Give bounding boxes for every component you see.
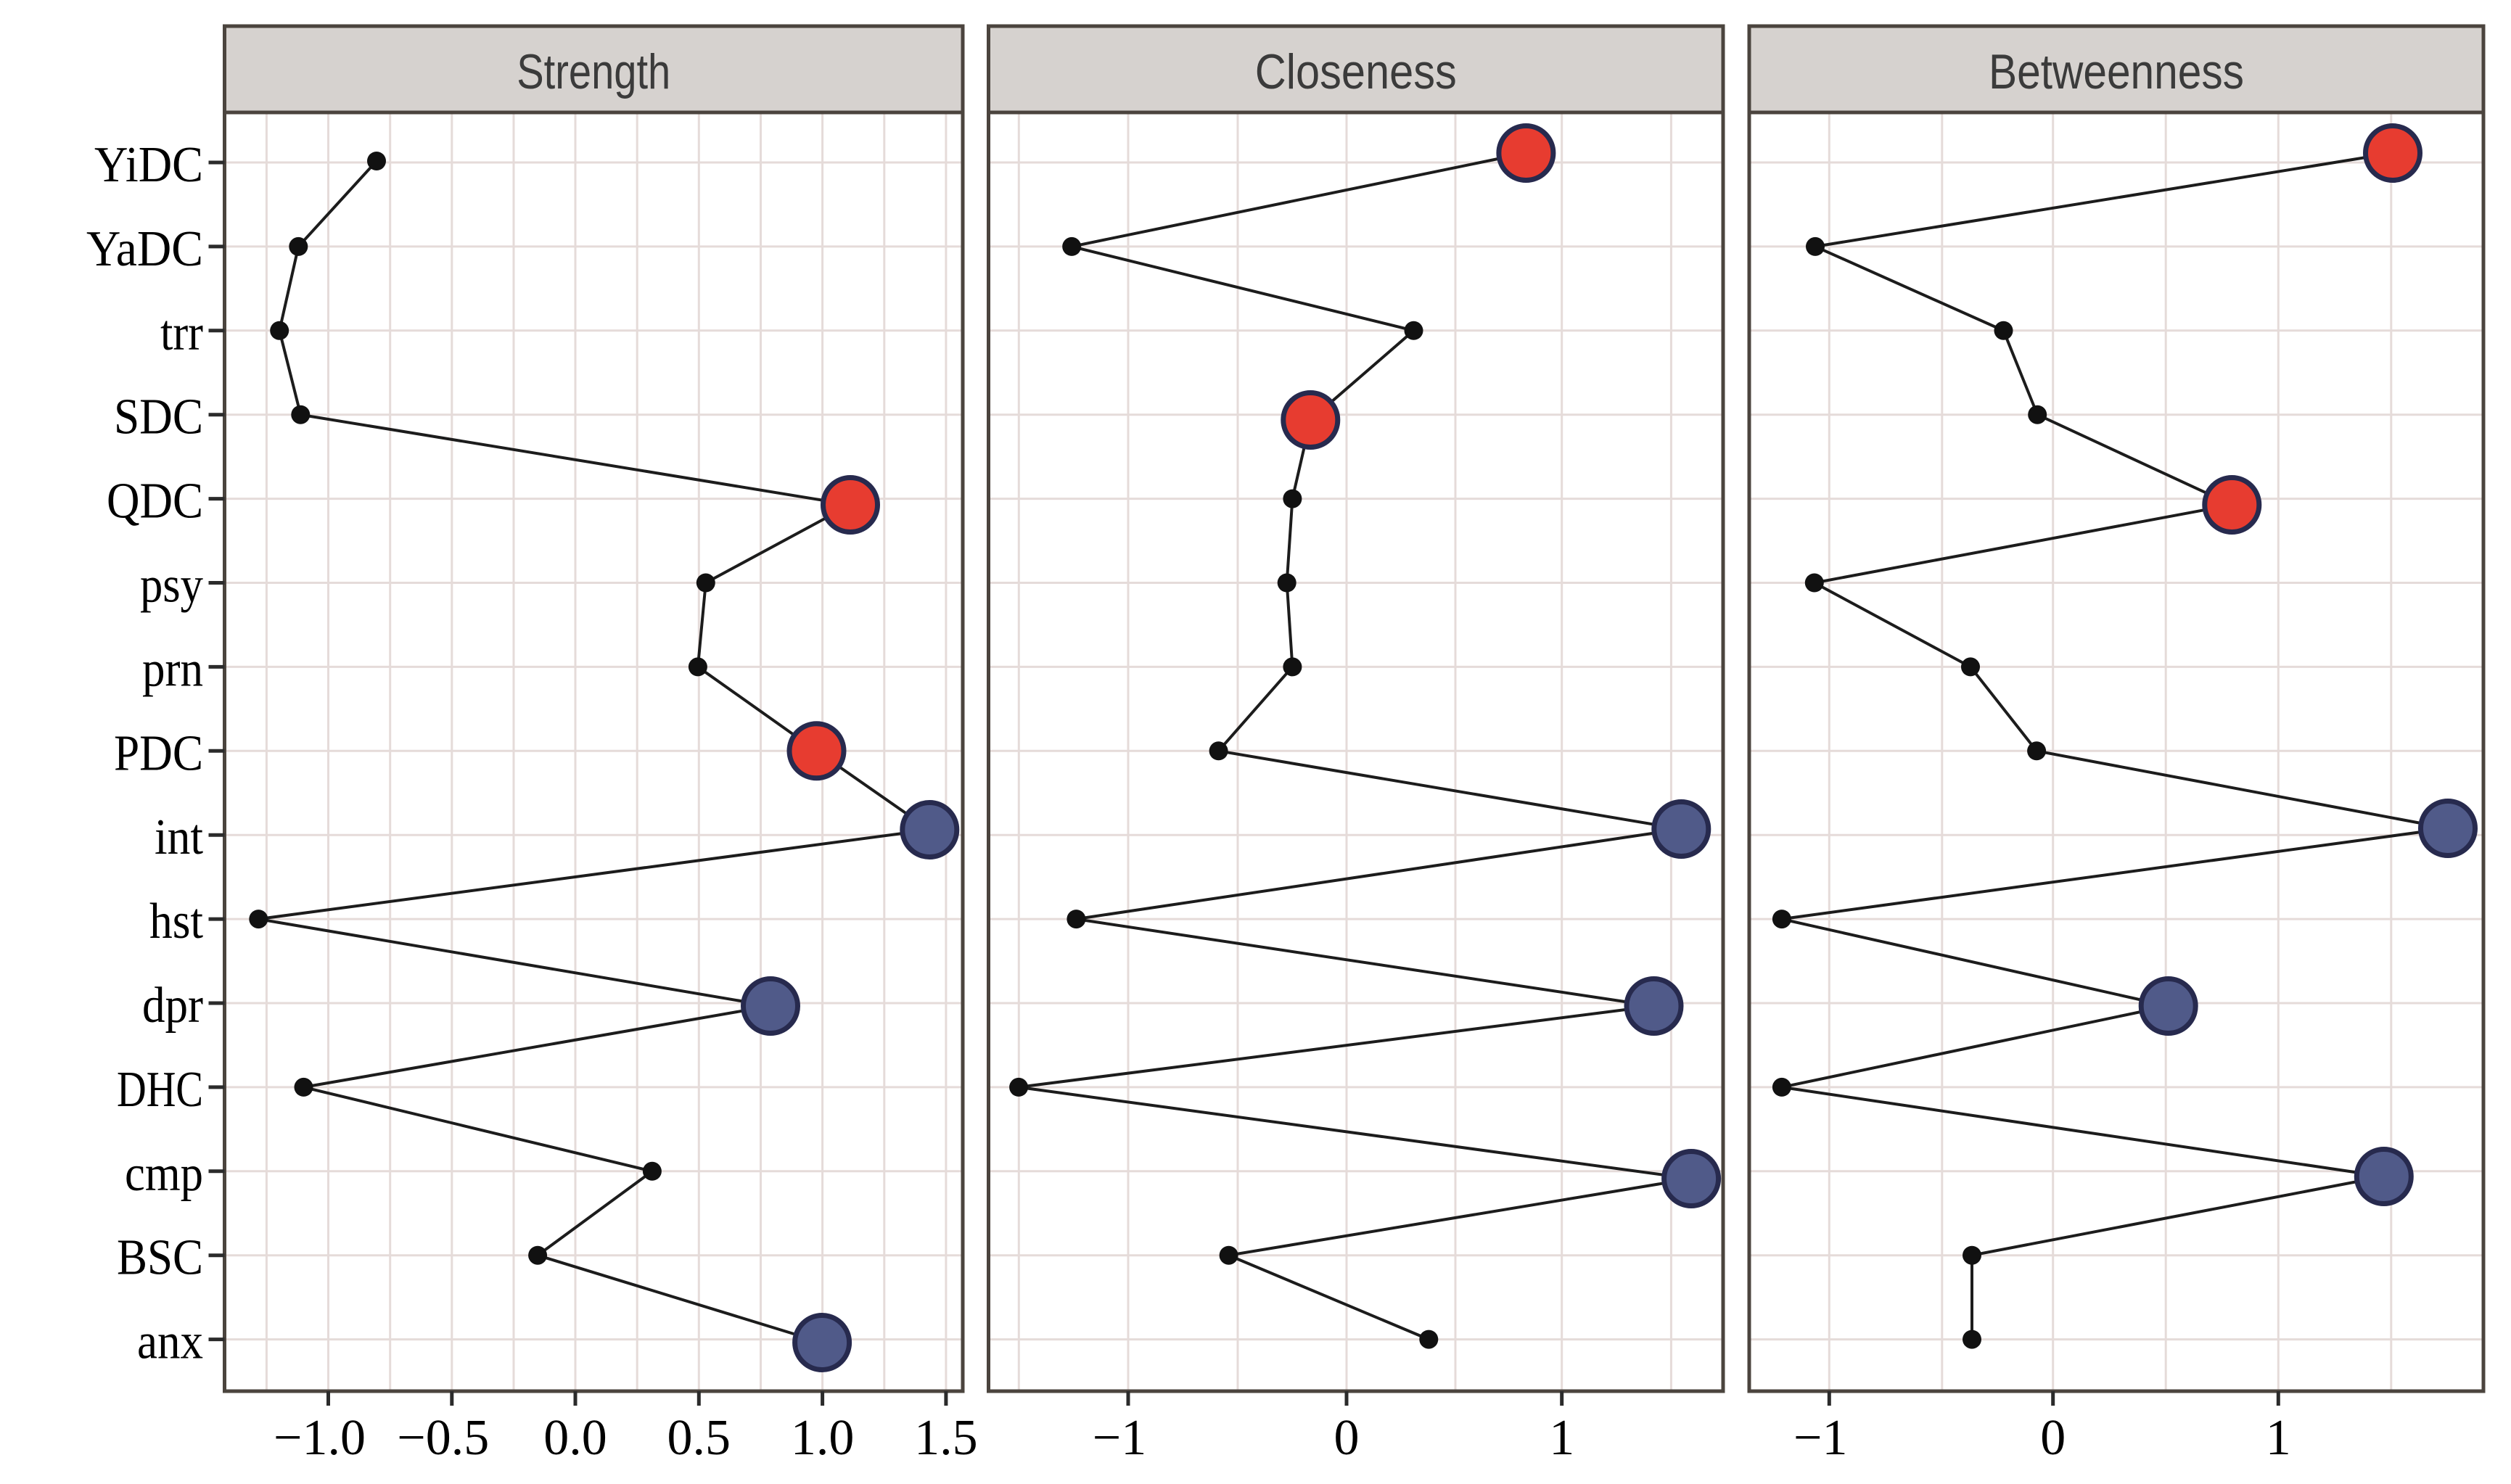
svg-text:0: 0 xyxy=(2040,1410,2066,1466)
svg-text:Strength: Strength xyxy=(517,45,670,99)
svg-text:1: 1 xyxy=(1549,1410,1574,1466)
svg-text:−1: −1 xyxy=(1093,1410,1146,1466)
svg-text:YaDC: YaDC xyxy=(86,221,203,277)
svg-text:prn: prn xyxy=(142,641,203,697)
svg-text:SDC: SDC xyxy=(114,389,203,445)
svg-text:Closeness: Closeness xyxy=(1255,45,1457,99)
svg-text:anx: anx xyxy=(137,1314,203,1370)
svg-text:trr: trr xyxy=(160,305,203,361)
svg-text:1.5: 1.5 xyxy=(914,1410,978,1466)
svg-text:DHC: DHC xyxy=(117,1062,203,1118)
svg-text:0.5: 0.5 xyxy=(667,1410,731,1466)
svg-text:PDC: PDC xyxy=(114,725,203,781)
svg-text:cmp: cmp xyxy=(125,1146,203,1202)
svg-text:1: 1 xyxy=(2266,1410,2291,1466)
svg-text:−0.5: −0.5 xyxy=(397,1410,489,1466)
svg-text:int: int xyxy=(155,809,203,865)
svg-text:BSC: BSC xyxy=(117,1230,203,1286)
svg-text:psy: psy xyxy=(140,558,203,614)
svg-text:0.0: 0.0 xyxy=(543,1410,607,1466)
svg-text:QDC: QDC xyxy=(107,474,203,529)
svg-text:hst: hst xyxy=(149,894,203,949)
svg-text:Betweenness: Betweenness xyxy=(1989,45,2244,99)
svg-text:−1.0: −1.0 xyxy=(274,1410,366,1466)
svg-text:−1: −1 xyxy=(1793,1410,1847,1466)
svg-text:0: 0 xyxy=(1334,1410,1360,1466)
svg-text:1.0: 1.0 xyxy=(791,1410,855,1466)
svg-text:dpr: dpr xyxy=(142,978,203,1034)
svg-text:YiDC: YiDC xyxy=(94,137,203,193)
